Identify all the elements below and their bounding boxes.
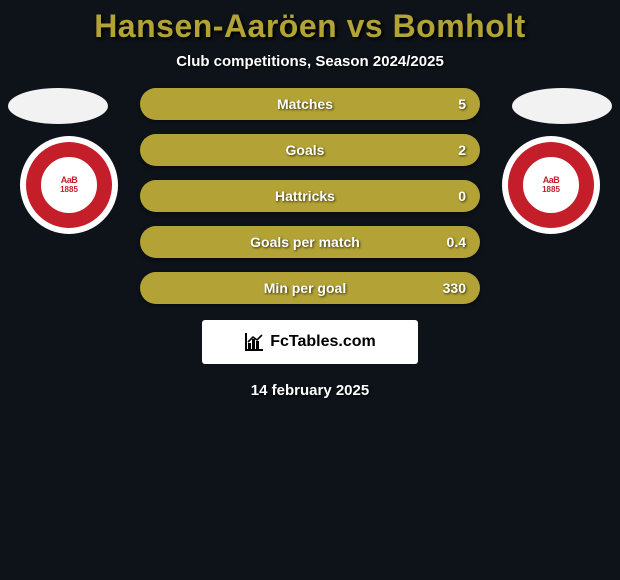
player-oval-right	[512, 88, 612, 124]
club-badge-right: AaB 1885	[502, 136, 600, 234]
club-badge-outer-ring: AaB 1885	[20, 136, 118, 234]
club-badge-text: AaB	[61, 176, 78, 185]
player-oval-left	[8, 88, 108, 124]
stat-row: Min per goal330	[140, 272, 480, 304]
stat-label: Matches	[178, 96, 432, 112]
club-badge-outer-ring: AaB 1885	[502, 136, 600, 234]
date-label: 14 february 2025	[0, 382, 620, 399]
club-badge-year: 1885	[542, 186, 560, 194]
stat-right-value: 330	[432, 280, 466, 296]
stat-label: Goals	[178, 142, 432, 158]
club-badge-text: AaB	[543, 176, 560, 185]
stat-right-value: 0	[432, 188, 466, 204]
stat-right-value: 2	[432, 142, 466, 158]
stat-right-value: 5	[432, 96, 466, 112]
chart-icon	[244, 333, 264, 351]
stat-row: Hattricks0	[140, 180, 480, 212]
club-badge-year: 1885	[60, 186, 78, 194]
club-badge-left: AaB 1885	[20, 136, 118, 234]
attribution-box: FcTables.com	[202, 320, 418, 364]
stat-row: Matches5	[140, 88, 480, 120]
stat-label: Min per goal	[178, 280, 432, 296]
stat-row: Goals2	[140, 134, 480, 166]
attribution-text: FcTables.com	[270, 333, 376, 351]
club-badge-ring: AaB 1885	[508, 142, 594, 228]
club-badge-disc: AaB 1885	[521, 155, 581, 215]
club-badge-disc: AaB 1885	[39, 155, 99, 215]
stat-row: Goals per match0.4	[140, 226, 480, 258]
page-title: Hansen-Aaröen vs Bomholt	[0, 0, 620, 45]
stat-label: Hattricks	[178, 188, 432, 204]
stat-right-value: 0.4	[432, 234, 466, 250]
comparison-panel: AaB 1885 AaB 1885 Matches5 Goals2 Hattrick…	[0, 88, 620, 304]
subtitle: Club competitions, Season 2024/2025	[0, 53, 620, 70]
stat-bars: Matches5Goals2Hattricks0Goals per match0…	[140, 88, 480, 304]
club-badge-ring: AaB 1885	[26, 142, 112, 228]
stat-label: Goals per match	[178, 234, 432, 250]
